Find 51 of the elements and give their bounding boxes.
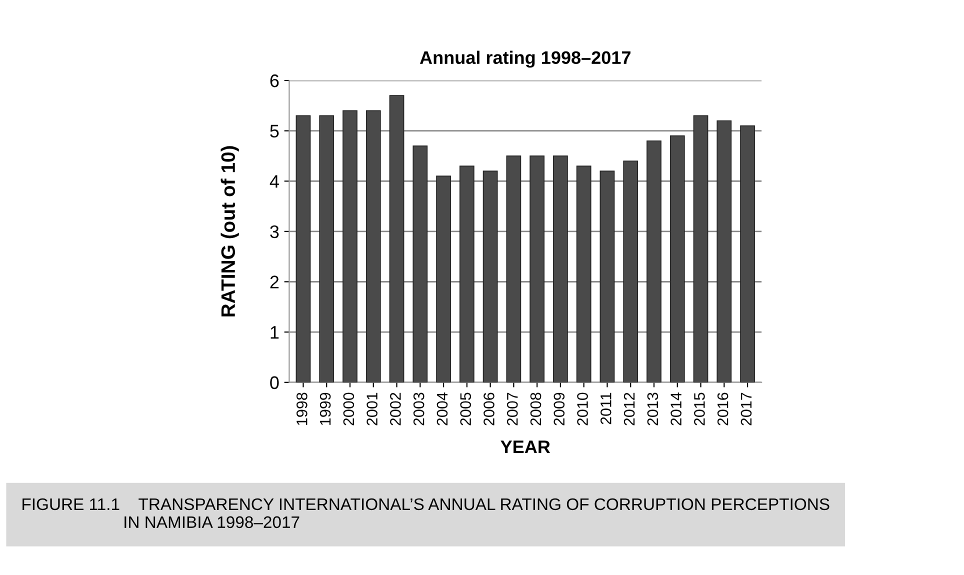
bar bbox=[459, 166, 474, 382]
chart-title: Annual rating 1998–2017 bbox=[420, 50, 630, 68]
bar bbox=[389, 95, 404, 382]
x-tick-label: 2015 bbox=[694, 392, 705, 426]
bar bbox=[412, 145, 428, 382]
y-tick-label: 1 bbox=[270, 326, 279, 339]
x-tick-label: 2008 bbox=[530, 392, 542, 426]
bar bbox=[576, 166, 592, 382]
x-tick-label: 2007 bbox=[506, 392, 518, 426]
y-tick-label: 6 bbox=[270, 74, 279, 88]
caption: FIGURE 11.1 TRANSPARENCY INTERNATIONAL’S ANNUAL RATING OF CORRUPTION PERCEPTIONS IN NAMIBIA 1998–2017 bbox=[22, 498, 830, 528]
x-tick-label: 2004 bbox=[436, 392, 448, 426]
x-tick-label: 2003 bbox=[413, 392, 424, 426]
x-tick-label: 2014 bbox=[670, 392, 682, 426]
x-tick-label: 2009 bbox=[554, 392, 565, 426]
bar bbox=[342, 110, 358, 382]
bar bbox=[670, 135, 685, 382]
bar bbox=[506, 156, 522, 382]
x-tick-label: 2002 bbox=[390, 392, 401, 426]
x-axis-title: YEAR bbox=[500, 440, 550, 454]
x-tick-label: 2016 bbox=[717, 392, 728, 426]
x-tick-label: 2006 bbox=[484, 392, 494, 426]
x-tick-label: 2005 bbox=[460, 392, 472, 426]
bar bbox=[693, 115, 708, 382]
y-tick-label: 4 bbox=[270, 175, 279, 188]
bar bbox=[553, 156, 568, 382]
y-tick-label: 3 bbox=[270, 225, 279, 238]
y-axis-title: RATING (out of 10) bbox=[220, 146, 239, 316]
bar bbox=[436, 176, 451, 382]
x-tick-label: 1998 bbox=[296, 392, 308, 425]
y-tick-label: 0 bbox=[270, 376, 279, 390]
y-tick-label: 5 bbox=[270, 124, 279, 138]
x-tick-label: 1999 bbox=[320, 392, 331, 425]
bar bbox=[530, 156, 545, 382]
bar bbox=[740, 125, 755, 382]
y-tick-label: 2 bbox=[270, 276, 279, 288]
x-tick-label: 2001 bbox=[366, 392, 378, 426]
bar bbox=[366, 110, 381, 382]
bar bbox=[646, 140, 662, 382]
bar bbox=[623, 160, 638, 382]
x-tick-label: 2010 bbox=[577, 392, 588, 426]
x-tick-label: 2017 bbox=[740, 392, 752, 426]
bar bbox=[296, 115, 311, 382]
x-tick-label: 2011 bbox=[600, 392, 612, 424]
bar bbox=[482, 170, 498, 382]
bar bbox=[319, 115, 334, 382]
bar bbox=[716, 120, 732, 382]
x-tick-label: 2013 bbox=[647, 392, 658, 426]
x-tick-label: 2012 bbox=[624, 392, 635, 426]
x-tick-label: 2000 bbox=[343, 392, 354, 426]
bar bbox=[600, 170, 615, 382]
